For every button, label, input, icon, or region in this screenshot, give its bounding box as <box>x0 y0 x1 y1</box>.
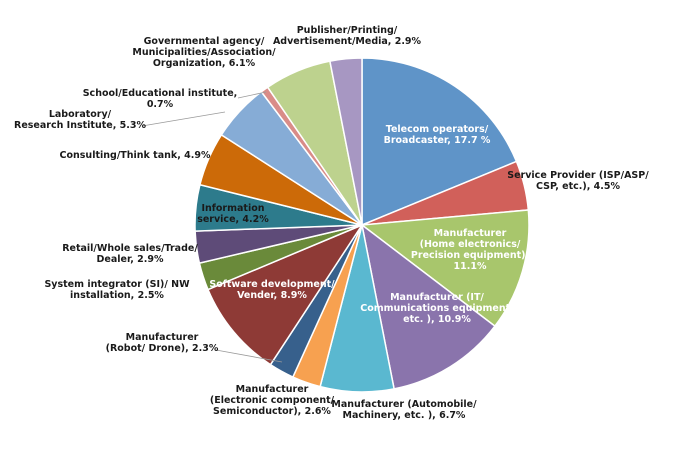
slice-label-line: Precision equipment), <box>411 250 529 261</box>
slice-label: System integrator (SI)/ NW installation, … <box>44 279 190 301</box>
slice-label-line: Municipalities/Association/ <box>132 47 276 58</box>
slice-label-line: installation, 2.5% <box>70 290 164 301</box>
slice-label: Information service, 4.2% <box>197 203 269 225</box>
slice-label: Manufacturer (Electronic component/Semico… <box>210 384 335 417</box>
slice-label: School/Educational institute, 0.7% <box>83 88 238 110</box>
pie-slice <box>360 223 496 390</box>
pie-slices <box>194 57 530 393</box>
slice-label-line: Vender, 8.9% <box>237 290 307 301</box>
slice-label-line: etc. ), 10.9% <box>403 314 471 325</box>
slice-label-line: Publisher/Printing/ <box>297 25 398 36</box>
pie-slice <box>206 223 364 366</box>
slice-label: Publisher/Printing/Advertisement/Media, … <box>273 25 422 47</box>
pie-slice <box>361 57 518 227</box>
slice-label-line: Semiconductor), 2.6% <box>213 406 331 417</box>
slice-label-line: Consulting/Think tank, 4.9% <box>60 150 211 161</box>
slice-label-line: 0.7% <box>147 99 174 110</box>
slice-label: Manufacturer (Robot/ Drone), 2.3% <box>106 332 219 354</box>
slice-label-line: Manufacturer <box>434 228 507 239</box>
slice-label-line: Retail/Whole sales/Trade/ <box>62 243 198 254</box>
leader-lines <box>141 91 283 363</box>
leader-line <box>215 349 283 363</box>
slice-labels: Telecom operators/Broadcaster, 17.7 % Ser… <box>14 25 649 421</box>
slice-label-line: Software development/ <box>209 279 335 290</box>
slice-label-line: System integrator (SI)/ NW <box>44 279 190 290</box>
slice-label-line: (Home electronics/ <box>420 239 521 250</box>
slice-label-line: Machinery, etc. ), 6.7% <box>343 410 466 421</box>
slice-label: Laboratory/Research Institute, 5.3% <box>14 109 146 131</box>
slice-label-line: (Robot/ Drone), 2.3% <box>106 343 219 354</box>
slice-label-line: Broadcaster, 17.7 % <box>384 135 491 146</box>
slice-label: Governmental agency/Municipalities/Assoc… <box>132 36 276 69</box>
slice-label: Manufacturer (Home electronics/Precision … <box>411 228 529 272</box>
slice-label-line: 11.1% <box>454 261 487 272</box>
slice-label: Manufacturer (IT/Communications equipmen… <box>360 292 514 325</box>
slice-label-line: (Electronic component/ <box>210 395 335 406</box>
slice-label-line: Manufacturer <box>236 384 309 395</box>
slice-label-line: Governmental agency/ <box>144 36 265 47</box>
slice-label-line: Laboratory/ <box>49 109 112 120</box>
slice-label-line: Information <box>201 203 264 214</box>
leader-line <box>141 111 226 127</box>
slice-label: Consulting/Think tank, 4.9% <box>60 150 211 161</box>
slice-label-line: Research Institute, 5.3% <box>14 120 146 131</box>
pie-slice <box>329 57 363 226</box>
slice-label-line: Manufacturer (IT/ <box>390 292 484 303</box>
slice-label: Telecom operators/Broadcaster, 17.7 % <box>384 124 491 146</box>
slice-label-line: Organization, 6.1% <box>153 58 256 69</box>
slice-label: Manufacturer (Automobile/Machinery, etc.… <box>331 399 477 421</box>
slice-label: Retail/Whole sales/Trade/Dealer, 2.9% <box>62 243 198 265</box>
slice-label-line: Dealer, 2.9% <box>97 254 164 265</box>
slice-label-line: Manufacturer <box>126 332 199 343</box>
pie-slice <box>360 209 530 328</box>
slice-label: Service Provider (ISP/ASP/CSP, etc.), 4.… <box>507 170 649 192</box>
slice-label-line: Telecom operators/ <box>386 124 489 135</box>
leader-line <box>237 91 267 99</box>
slice-label-line: Manufacturer (Automobile/ <box>331 399 477 410</box>
slice-label-line: Service Provider (ISP/ASP/ <box>507 170 649 181</box>
slice-label-line: Communications equipment, <box>360 303 514 314</box>
slice-label-line: CSP, etc.), 4.5% <box>536 181 620 192</box>
slice-label-line: Advertisement/Media, 2.9% <box>273 36 422 47</box>
slice-label: Software development/Vender, 8.9% <box>209 279 335 301</box>
slice-label-line: School/Educational institute, <box>83 88 238 99</box>
slice-label-line: service, 4.2% <box>197 214 269 225</box>
